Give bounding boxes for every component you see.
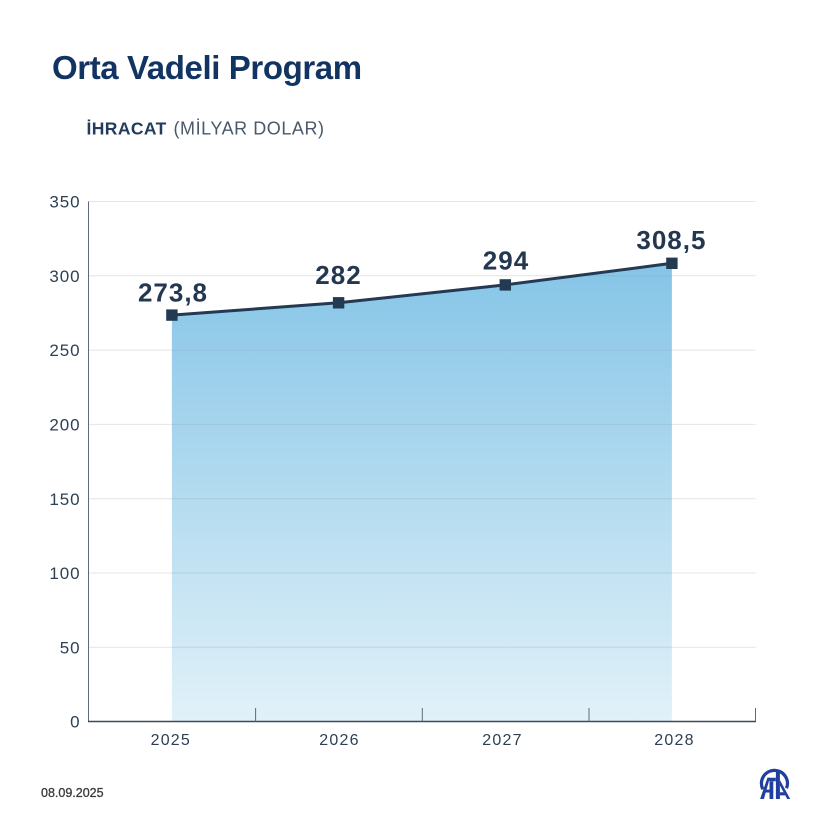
- svg-text:273,8: 273,8: [138, 277, 208, 307]
- svg-text:350: 350: [49, 193, 80, 212]
- svg-text:250: 250: [49, 341, 80, 360]
- svg-text:294: 294: [483, 245, 529, 275]
- svg-text:100: 100: [49, 564, 80, 583]
- svg-text:282: 282: [315, 260, 361, 290]
- svg-text:2028: 2028: [654, 732, 694, 749]
- svg-text:2025: 2025: [151, 732, 191, 749]
- svg-text:Orta Vadeli Program: Orta Vadeli Program: [52, 49, 362, 86]
- svg-text:2027: 2027: [482, 732, 522, 749]
- svg-text:08.09.2025: 08.09.2025: [41, 786, 104, 800]
- svg-text:(MİLYAR DOLAR): (MİLYAR DOLAR): [174, 119, 325, 139]
- svg-text:50: 50: [60, 638, 81, 657]
- svg-text:200: 200: [49, 416, 80, 435]
- svg-text:2026: 2026: [319, 732, 359, 749]
- svg-text:308,5: 308,5: [636, 225, 706, 255]
- svg-text:300: 300: [49, 267, 80, 286]
- svg-text:İHRACAT: İHRACAT: [87, 119, 167, 139]
- svg-text:0: 0: [70, 713, 80, 732]
- svg-text:150: 150: [49, 490, 80, 509]
